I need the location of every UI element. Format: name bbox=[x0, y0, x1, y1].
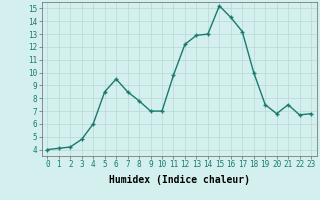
X-axis label: Humidex (Indice chaleur): Humidex (Indice chaleur) bbox=[109, 175, 250, 185]
